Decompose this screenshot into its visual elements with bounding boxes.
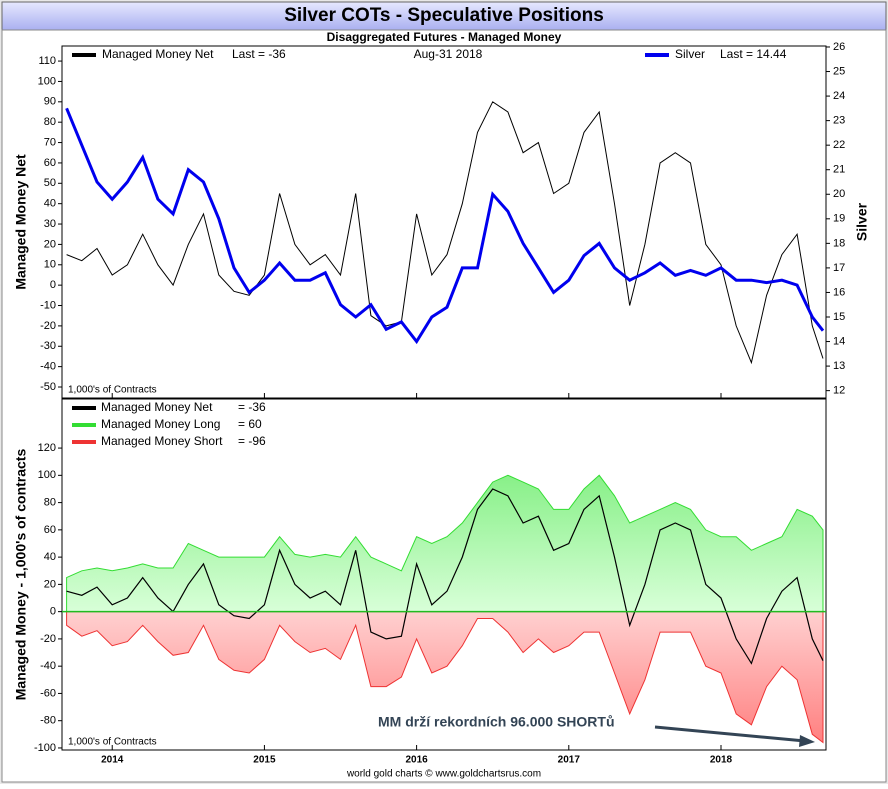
- y-tick-label: 60: [44, 157, 56, 169]
- y2-tick-label: 26: [833, 41, 845, 53]
- y-tick-label: 120: [38, 442, 56, 454]
- y-tick-label: 30: [44, 218, 56, 230]
- legend-last: = -36: [238, 400, 266, 414]
- y-tick-label: -60: [40, 687, 56, 699]
- y2-tick-label: 17: [833, 262, 845, 274]
- y-tick-label: 100: [38, 469, 56, 481]
- title: Silver COTs - Speculative Positions: [284, 5, 604, 26]
- y-tick-label: 0: [50, 279, 56, 291]
- annotation-arrow: [654, 725, 806, 743]
- plot-1: [62, 474, 826, 744]
- y2-tick-label: 16: [833, 286, 845, 298]
- y2-tick-label: 15: [833, 311, 845, 323]
- unit-note: 1,000's of Contracts: [68, 385, 157, 396]
- y2-tick-label: 24: [833, 90, 845, 102]
- y-axis-label: Managed Money Net: [13, 154, 29, 290]
- y-tick-label: -30: [40, 340, 56, 352]
- y-tick-label: 80: [44, 497, 56, 509]
- y-tick-label: 70: [44, 136, 56, 148]
- series-line: [65, 107, 825, 345]
- y-tick-label: 60: [44, 524, 56, 536]
- legend-last: Last = -36: [232, 47, 286, 61]
- y-tick-label: -20: [40, 320, 56, 332]
- y2-tick-label: 20: [833, 188, 845, 200]
- plot-0: [65, 101, 825, 365]
- y-tick-label: 10: [44, 259, 56, 271]
- marks: -50-40-30-20-100102030405060708090100110…: [13, 41, 870, 766]
- series-line: [66, 488, 824, 665]
- unit-note: 1,000's of Contracts: [68, 737, 157, 748]
- y2-axis-label: Silver: [854, 202, 870, 241]
- x-tick-label: 2018: [710, 755, 733, 766]
- x-tick-label: 2015: [253, 755, 276, 766]
- panel-top: [61, 45, 827, 399]
- y-tick-label: 20: [44, 238, 56, 250]
- y-tick-label: -40: [40, 361, 56, 373]
- y2-tick-label: 14: [833, 335, 845, 347]
- series-area: [66, 474, 824, 613]
- y-tick-label: 20: [44, 578, 56, 590]
- y-tick-label: -80: [40, 715, 56, 727]
- y2-tick-label: 21: [833, 164, 845, 176]
- footer: world gold charts © www.goldchartsrus.co…: [346, 769, 541, 780]
- y-tick-label: -100: [34, 742, 56, 754]
- series-area: [66, 611, 824, 744]
- y-tick-label: 40: [44, 551, 56, 563]
- legend-last: = 60: [238, 417, 262, 431]
- y-tick-label: 80: [44, 116, 56, 128]
- x-tick-label: 2017: [558, 755, 581, 766]
- subtitle: Disaggregated Futures - Managed Money: [327, 30, 562, 44]
- y2-tick-label: 25: [833, 65, 845, 77]
- y2-tick-label: 23: [833, 115, 845, 127]
- title-bar: [1, 1, 887, 31]
- legend-name: Managed Money Net: [101, 400, 213, 414]
- legend-name: Managed Money Net: [102, 47, 214, 61]
- annotation: MM drží rekordních 96.000 SHORTů: [378, 714, 615, 730]
- y-tick-label: 40: [44, 198, 56, 210]
- legend-last: = -96: [238, 434, 266, 448]
- x-tick-label: 2014: [101, 755, 124, 766]
- y-tick-label: 50: [44, 177, 56, 189]
- y2-tick-label: 13: [833, 360, 845, 372]
- y2-tick-label: 22: [833, 139, 845, 151]
- y-tick-label: 110: [38, 55, 56, 67]
- legend-name: Managed Money Long: [101, 417, 220, 431]
- legend-name: Managed Money Short: [101, 434, 223, 448]
- x-tick-label: 2016: [405, 755, 428, 766]
- y-tick-label: -20: [40, 633, 56, 645]
- y-tick-label: -10: [40, 299, 56, 311]
- y-tick-label: 90: [44, 96, 56, 108]
- arrow-head: [799, 735, 815, 747]
- series-line: [66, 101, 824, 365]
- y-tick-label: -50: [40, 381, 56, 393]
- y-tick-label: -40: [40, 660, 56, 672]
- y2-tick-label: 12: [833, 385, 845, 397]
- y-axis-label: Managed Money - 1,000's of contracts: [13, 449, 29, 701]
- y2-tick-label: 18: [833, 237, 845, 249]
- legend-name: Silver: [675, 47, 705, 61]
- y-tick-label: 0: [50, 606, 56, 618]
- date-label: Aug-31 2018: [414, 47, 483, 61]
- y-tick-label: 100: [38, 75, 56, 87]
- legend-last: Last = 14.44: [720, 47, 787, 61]
- y2-tick-label: 19: [833, 213, 845, 225]
